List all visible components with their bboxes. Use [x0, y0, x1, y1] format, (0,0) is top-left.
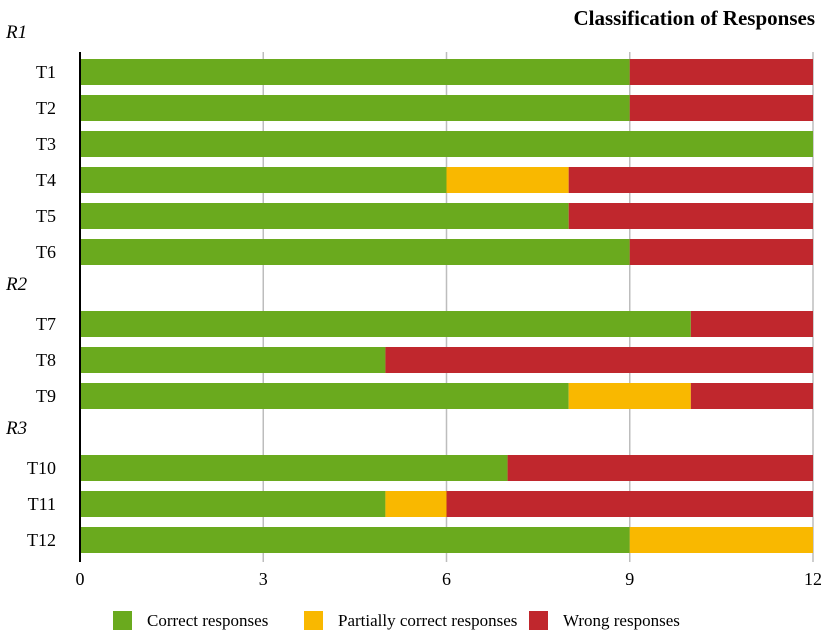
labels-layer: T1 T2 T3 T4 T5 T6 T7 T8 T9 T10 T11 T12 R1 R2 R3 — [5, 22, 56, 550]
bar-t5-wrong-responses — [568, 203, 813, 229]
legend-label-partially-correct-responses: Partially correct responses — [338, 611, 517, 630]
bar-t7-correct-responses — [80, 311, 691, 337]
y-tick-label-t6: T6 — [36, 242, 56, 262]
chart-title: Classification of Responses — [573, 6, 815, 30]
x-tick-label-6: 6 — [442, 569, 451, 589]
bar-t9-correct-responses — [80, 383, 569, 409]
y-tick-label-t7: T7 — [36, 314, 56, 334]
bar-t10-correct-responses — [80, 455, 508, 481]
bar-t7-wrong-responses — [690, 311, 813, 337]
y-tick-label-t12: T12 — [27, 530, 56, 550]
bar-t9-partially-correct-responses — [568, 383, 691, 409]
bar-t4-correct-responses — [80, 167, 447, 193]
bar-t8-correct-responses — [80, 347, 386, 373]
legend-swatch-partially-correct-responses — [304, 611, 323, 630]
legend-swatch-correct-responses — [113, 611, 132, 630]
x-tick-label-3: 3 — [259, 569, 268, 589]
bar-t5-correct-responses — [80, 203, 569, 229]
bar-t4-wrong-responses — [568, 167, 813, 193]
bar-t1-wrong-responses — [629, 59, 813, 85]
y-tick-label-t10: T10 — [27, 458, 56, 478]
bar-t8-wrong-responses — [385, 347, 813, 373]
y-tick-label-t4: T4 — [36, 170, 56, 190]
group-label-r1: R1 — [5, 22, 27, 43]
y-tick-label-t1: T1 — [36, 62, 56, 82]
bar-t11-correct-responses — [80, 491, 386, 517]
bar-t11-partially-correct-responses — [385, 491, 447, 517]
group-label-r3: R3 — [5, 418, 27, 439]
y-tick-label-t3: T3 — [36, 134, 56, 154]
bar-t3-correct-responses — [80, 131, 813, 157]
x-tick-label-0: 0 — [76, 569, 85, 589]
y-tick-label-t9: T9 — [36, 386, 56, 406]
bar-t1-correct-responses — [80, 59, 630, 85]
grid-layer — [262, 52, 814, 562]
bars-layer — [80, 59, 813, 553]
bar-t4-partially-correct-responses — [446, 167, 569, 193]
bar-t12-correct-responses — [80, 527, 630, 553]
bar-t10-wrong-responses — [507, 455, 813, 481]
legend: Correct responses Partially correct respo… — [113, 611, 680, 630]
x-tick-label-12: 12 — [804, 569, 822, 589]
y-tick-label-t8: T8 — [36, 350, 56, 370]
bar-t2-correct-responses — [80, 95, 630, 121]
y-tick-label-t11: T11 — [28, 494, 56, 514]
legend-label-wrong-responses: Wrong responses — [563, 611, 680, 630]
bar-t11-wrong-responses — [446, 491, 813, 517]
x-tick-label-9: 9 — [625, 569, 634, 589]
x-axis-ticks: 0 3 6 9 12 — [76, 569, 823, 589]
bar-t9-wrong-responses — [690, 383, 813, 409]
bar-t12-partially-correct-responses — [629, 527, 813, 553]
y-tick-label-t5: T5 — [36, 206, 56, 226]
bar-t6-wrong-responses — [629, 239, 813, 265]
bar-t2-wrong-responses — [629, 95, 813, 121]
bar-t6-correct-responses — [80, 239, 630, 265]
legend-label-correct-responses: Correct responses — [147, 611, 268, 630]
group-label-r2: R2 — [5, 274, 28, 295]
y-tick-label-t2: T2 — [36, 98, 56, 118]
legend-swatch-wrong-responses — [529, 611, 548, 630]
